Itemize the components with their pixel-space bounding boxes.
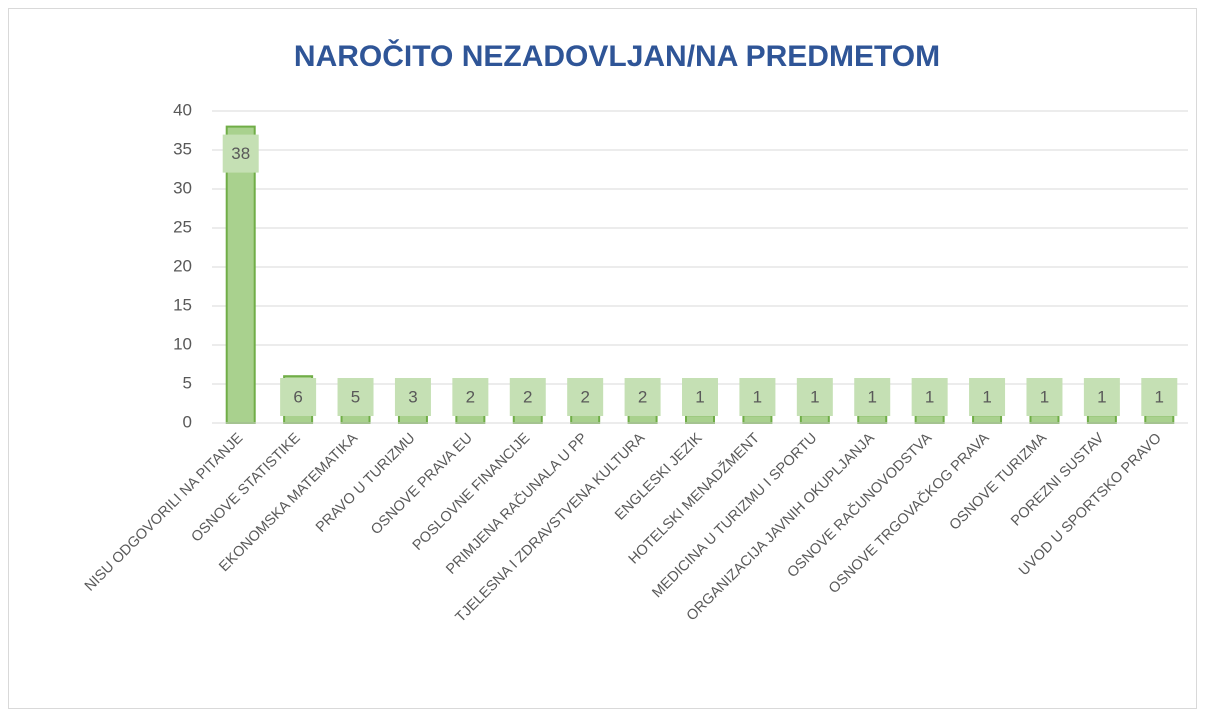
data-label: 1 (925, 387, 934, 406)
data-label-box (394, 378, 431, 416)
data-label: 1 (1097, 387, 1106, 406)
data-label: 1 (1040, 387, 1049, 406)
data-label: 2 (466, 387, 475, 406)
bar (914, 414, 945, 425)
data-label-box (452, 378, 489, 416)
data-label: 6 (293, 387, 302, 406)
data-label: 1 (982, 387, 991, 406)
chart-title: NAROČITO NEZADOVLJAN/NA PREDMETOM (294, 39, 940, 73)
data-label-box (280, 378, 317, 416)
bar (742, 414, 773, 425)
data-label: 5 (351, 387, 360, 406)
bar (857, 414, 888, 425)
data-label-box (1083, 378, 1120, 416)
data-label: 38 (231, 144, 250, 163)
y-tick-label: 35 (173, 139, 192, 158)
data-label: 2 (638, 387, 647, 406)
data-label-box (854, 378, 891, 416)
y-tick-label: 25 (173, 217, 192, 236)
bar (225, 125, 256, 424)
bar (685, 414, 715, 425)
y-tick-label: 10 (173, 334, 192, 353)
data-label-box (796, 378, 833, 416)
data-label: 3 (408, 387, 417, 406)
data-label: 1 (810, 387, 819, 406)
data-label: 1 (1155, 387, 1164, 406)
data-label: 2 (523, 387, 532, 406)
data-label-box (911, 378, 948, 416)
data-label-box (1141, 378, 1178, 416)
data-label-box (509, 378, 546, 416)
bar (1144, 414, 1175, 425)
data-label-box (1026, 378, 1063, 416)
data-label-box (337, 378, 374, 416)
bar (799, 414, 830, 425)
bar (1029, 414, 1060, 425)
data-label-box (969, 378, 1006, 416)
y-tick-label: 5 (183, 373, 192, 392)
data-label: 1 (868, 387, 877, 406)
chart-border (8, 8, 1197, 709)
y-tick-label: 15 (173, 295, 192, 314)
data-label-box (567, 378, 604, 416)
y-tick-label: 30 (173, 178, 192, 197)
data-label: 2 (580, 387, 589, 406)
bar (1086, 414, 1117, 425)
y-tick-label: 0 (183, 412, 192, 431)
bar (972, 414, 1003, 425)
data-label-box (624, 378, 661, 416)
y-tick-label: 40 (173, 100, 192, 119)
data-label: 1 (695, 387, 704, 406)
data-label: 1 (753, 387, 762, 406)
data-label-box (222, 134, 259, 173)
data-label-box (739, 378, 776, 416)
y-tick-label: 20 (173, 256, 192, 275)
data-label-box (682, 378, 718, 416)
